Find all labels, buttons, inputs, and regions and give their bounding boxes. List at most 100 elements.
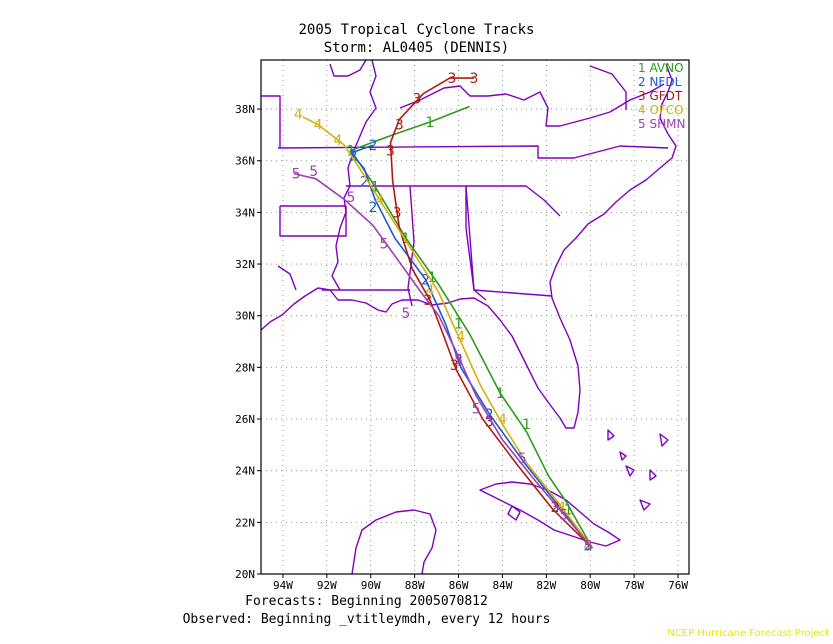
track-marker-gfdt: 3 <box>393 205 402 221</box>
legend-entry-gfdt: 3 GFDT <box>638 89 683 103</box>
island <box>625 465 635 477</box>
x-tick-label: 76W <box>668 579 688 592</box>
track-marker-ofco: 4 <box>557 500 566 516</box>
track-marker-ofco: 4 <box>456 329 465 345</box>
track-marker-ofco: 4 <box>333 133 342 149</box>
track-marker-ofco: 4 <box>375 192 384 208</box>
mississippi-river <box>331 60 377 291</box>
map-frame <box>260 59 690 575</box>
y-tick-label: 26N <box>235 413 255 426</box>
state-border <box>399 83 665 127</box>
track-marker-gfdt: 3 <box>412 92 421 108</box>
track-line-gfdt <box>389 77 593 549</box>
track-marker-nfdl: 2 <box>584 539 593 555</box>
y-tick-label: 20N <box>235 568 255 581</box>
legend-entry-avno: 1 AVNO <box>638 61 684 75</box>
x-tick-label: 86W <box>449 579 469 592</box>
legend-entry-ofco: 4 OFCO <box>638 103 684 117</box>
x-tick-label: 90W <box>361 579 381 592</box>
coastlines-and-borders <box>261 60 677 574</box>
track-marker-shmn: 5 <box>401 306 410 322</box>
state-border <box>346 185 487 301</box>
state-border <box>329 60 367 77</box>
track-marker-ofco: 4 <box>426 283 435 299</box>
y-tick-label: 36N <box>235 155 255 168</box>
track-marker-ofco: 4 <box>584 539 593 555</box>
grid-lines <box>261 60 689 575</box>
credit-text: NCEP Hurricane Forecast Project <box>667 628 829 639</box>
track-marker-avno: 1 <box>522 417 531 433</box>
y-tick-label: 24N <box>235 465 255 478</box>
y-tick-label: 28N <box>235 361 255 374</box>
island <box>607 429 615 441</box>
track-marker-shmn: 5 <box>584 539 593 555</box>
x-tick-label: 88W <box>405 579 425 592</box>
track-line-shmn <box>293 172 594 549</box>
island <box>507 505 521 521</box>
track-marker-gfdt: 3 <box>469 71 478 87</box>
y-tick-label: 38N <box>235 103 255 116</box>
track-marker-nfdl: 2 <box>368 200 377 216</box>
track-marker-ofco: 4 <box>314 118 323 134</box>
track-marker-shmn: 5 <box>379 236 388 252</box>
track-marker-shmn: 5 <box>472 402 481 418</box>
y-tick-label: 32N <box>235 258 255 271</box>
track-line-avno <box>349 105 594 549</box>
x-tick-label: 82W <box>536 579 556 592</box>
x-tick-label: 92W <box>317 579 337 592</box>
track-marker-gfdt: 3 <box>450 358 459 374</box>
x-tick-label: 94W <box>273 579 293 592</box>
yucatan-coastline <box>351 509 437 574</box>
state-border <box>466 185 561 217</box>
x-tick-label: 78W <box>624 579 644 592</box>
x-tick-label: 80W <box>580 579 600 592</box>
x-tick-label: 84W <box>492 579 512 592</box>
chart-title: 2005 Tropical Cyclone Tracks <box>298 22 535 38</box>
track-marker-shmn: 5 <box>559 508 568 524</box>
track-marker-nfdl: 2 <box>349 149 358 165</box>
footer-forecast-line: Forecasts: Beginning 2005070812 <box>245 594 488 609</box>
track-marker-ofco: 4 <box>294 107 303 123</box>
y-tick-label: 34N <box>235 206 255 219</box>
track-marker-avno: 1 <box>401 231 410 247</box>
island <box>639 499 651 511</box>
track-marker-avno: 1 <box>584 539 593 555</box>
track-marker-shmn: 5 <box>292 167 301 183</box>
gulf-coastline <box>261 63 677 429</box>
footer-observed-line: Observed: Beginning _vtitleymdh, every 1… <box>182 612 551 627</box>
track-marker-shmn: 5 <box>454 353 463 369</box>
chart-subtitle: Storm: AL0405 (DENNIS) <box>323 40 510 56</box>
track-marker-nfdl: 2 <box>360 174 369 190</box>
track-marker-nfdl: 2 <box>421 273 430 289</box>
state-border <box>277 145 669 159</box>
track-marker-gfdt: 3 <box>447 71 456 87</box>
track-marker-ofco: 4 <box>498 412 507 428</box>
track-marker-avno: 1 <box>426 115 435 131</box>
track-marker-nfdl: 2 <box>368 138 377 154</box>
track-marker-shmn: 5 <box>347 190 356 206</box>
island <box>619 451 627 461</box>
y-tick-label: 22N <box>235 516 255 529</box>
track-line-ofco <box>302 116 594 549</box>
track-marker-nfdl: 2 <box>454 353 463 369</box>
track-marker-shmn: 5 <box>309 164 318 180</box>
track-marker-gfdt: 3 <box>386 143 395 159</box>
track-marker-avno: 1 <box>454 316 463 332</box>
track-marker-nfdl: 2 <box>551 500 560 516</box>
track-marker-nfdl: 2 <box>485 407 494 423</box>
track-marker-gfdt: 3 <box>584 539 593 555</box>
state-border <box>277 265 297 291</box>
track-marker-shmn: 5 <box>518 451 527 467</box>
track-marker-avno: 1 <box>496 386 505 402</box>
track-marker-avno: 1 <box>564 502 573 518</box>
state-border <box>589 65 627 110</box>
track-marker-avno: 1 <box>371 180 380 196</box>
legend-entry-shmn: 5 SHMN <box>638 117 685 131</box>
track-marker-gfdt: 3 <box>485 415 494 431</box>
axis-ticks: 94W 92W 90W 88W 86W 84W 82W 80W 78W 76W 20N 22N 24N 2… <box>235 103 688 592</box>
track-marker-avno: 1 <box>347 143 356 159</box>
island <box>649 469 657 481</box>
